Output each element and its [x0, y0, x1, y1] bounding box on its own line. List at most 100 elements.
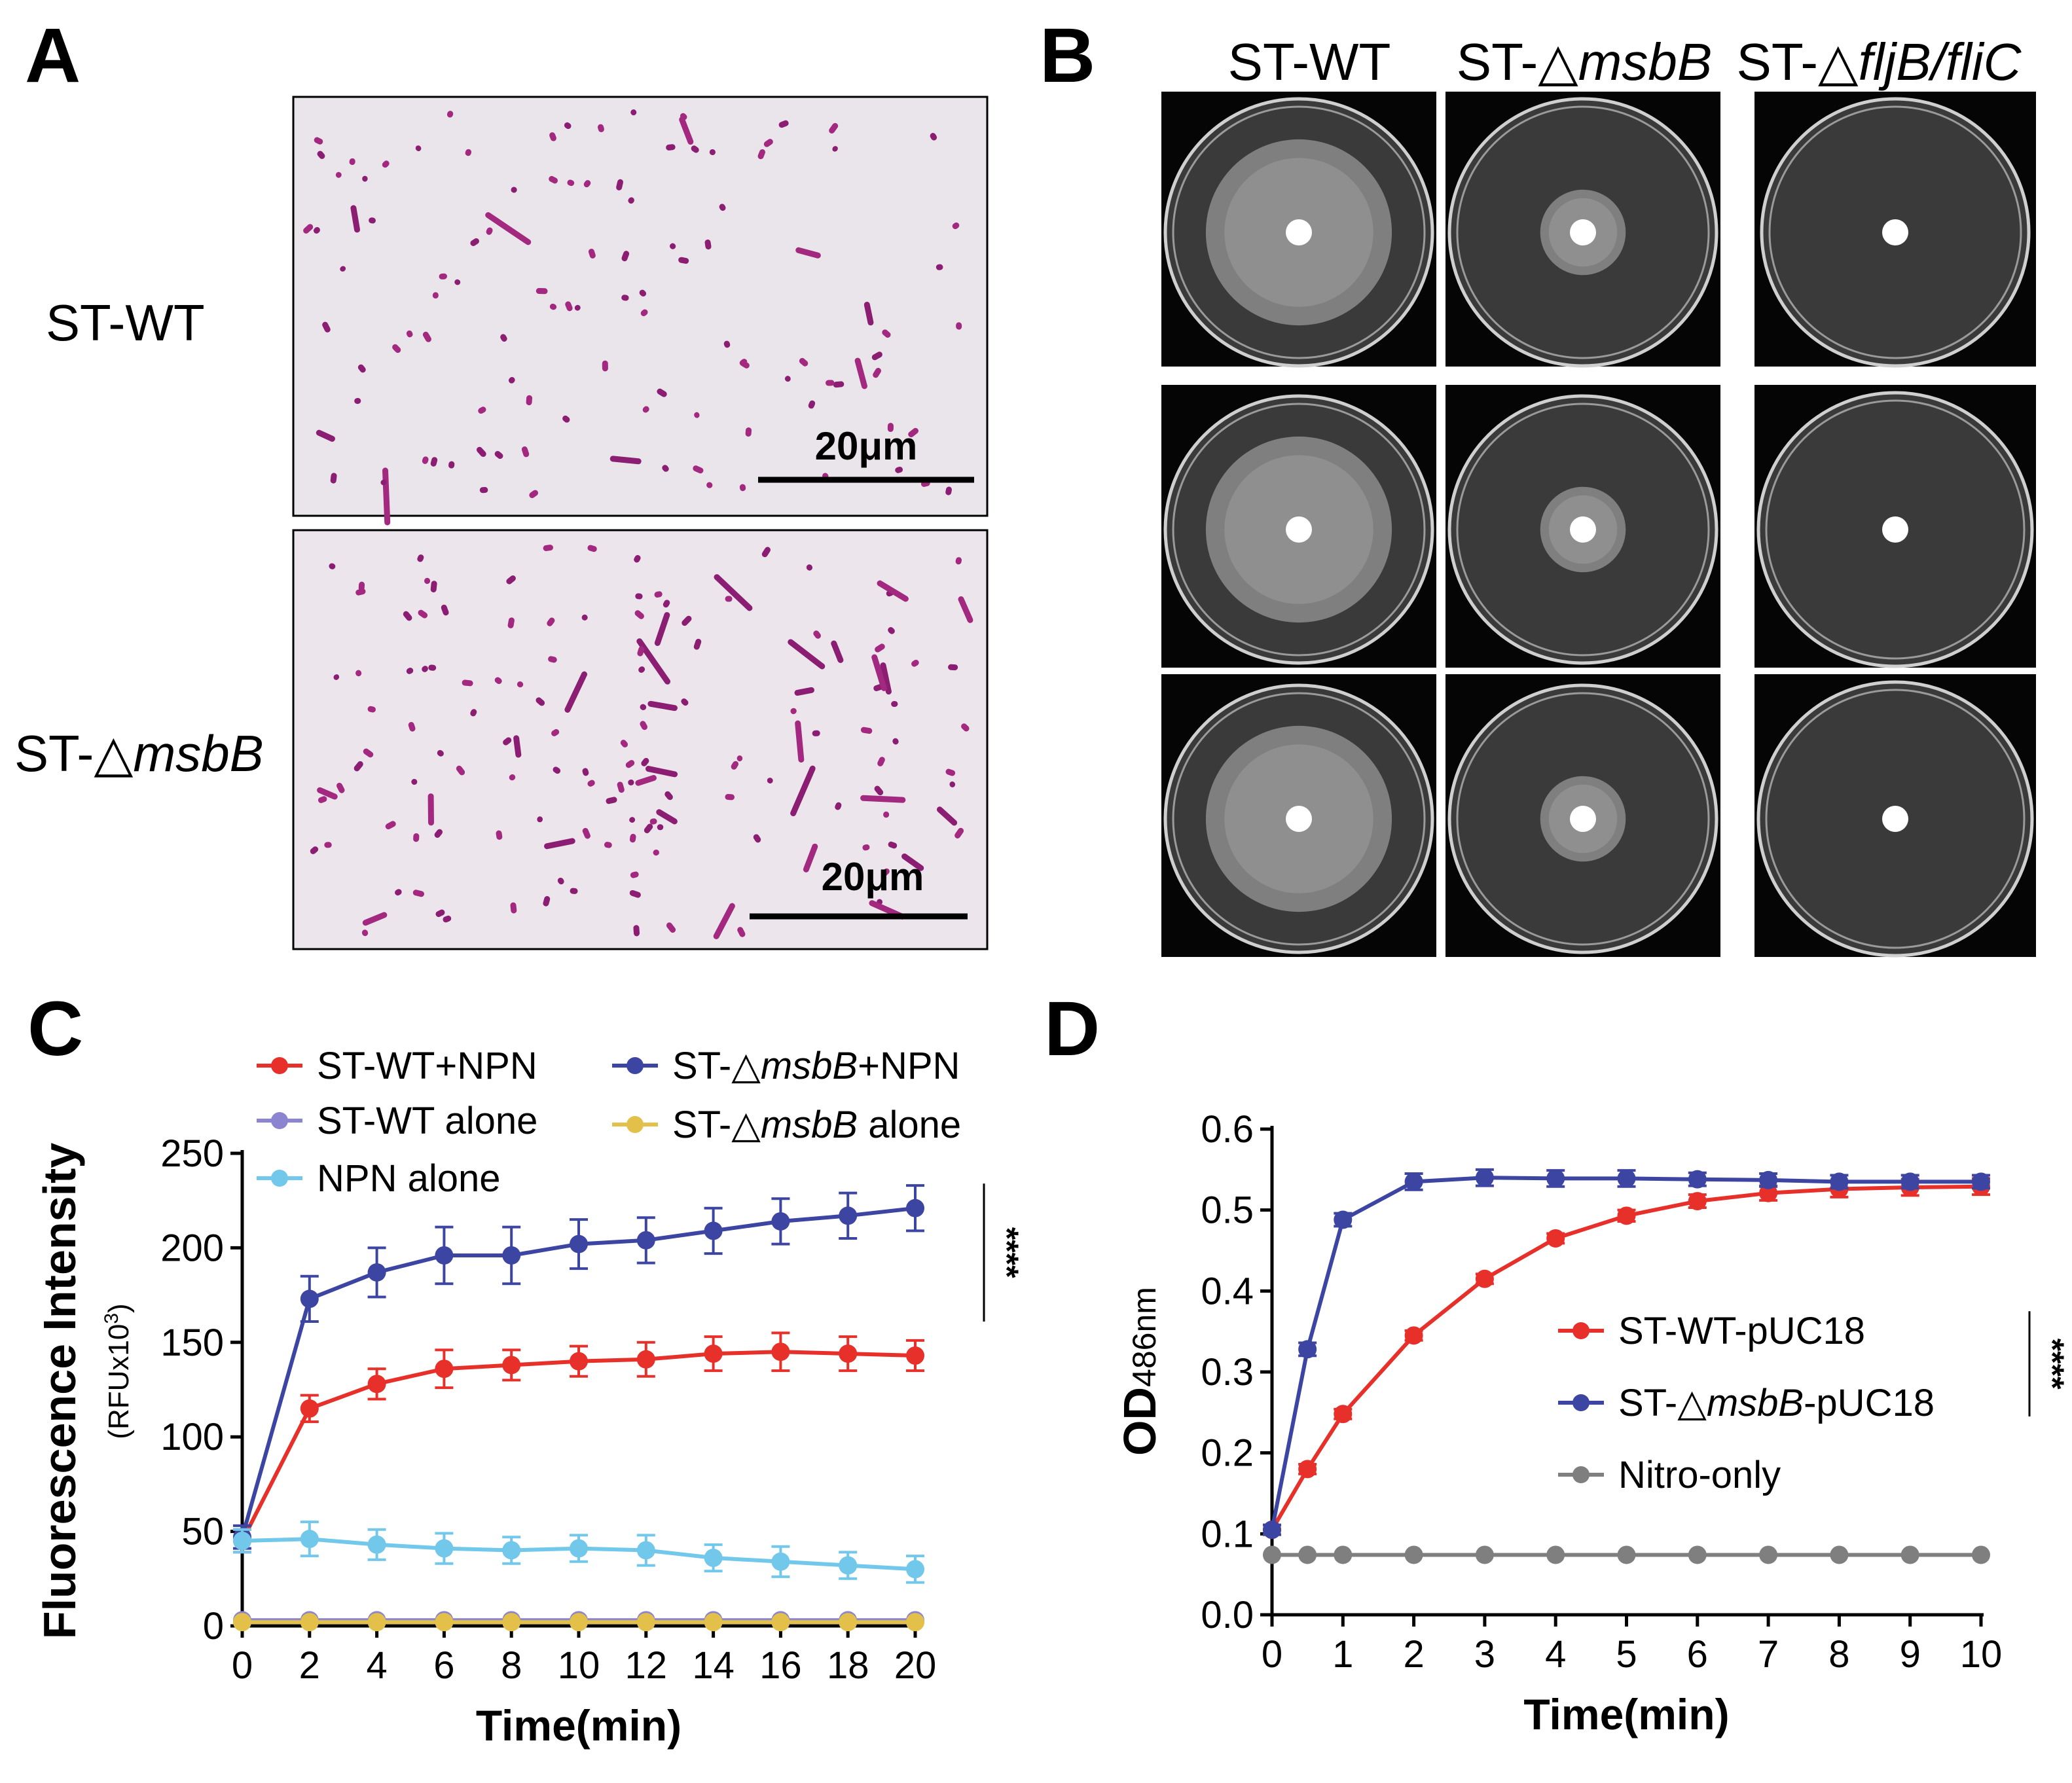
- bacterium: [788, 639, 826, 670]
- bacterium: [826, 380, 835, 386]
- bacterium: [314, 137, 323, 145]
- bacterium: [936, 806, 958, 826]
- bacterium: [908, 427, 918, 438]
- bacterium: [881, 868, 890, 876]
- data-point: [839, 1613, 858, 1632]
- bacterium: [949, 781, 956, 787]
- bacterium: [794, 687, 814, 696]
- data-point: [300, 1530, 319, 1549]
- data-point: [1972, 1172, 1990, 1191]
- bacterium: [693, 465, 704, 474]
- data-point: [1617, 1206, 1636, 1225]
- bacterium: [430, 581, 437, 593]
- bacterium: [616, 179, 624, 190]
- data-point: [771, 1613, 790, 1632]
- bacterium: [740, 359, 748, 365]
- petri-dish-inner-rim: [1456, 105, 1710, 359]
- data-point: [1688, 1545, 1707, 1564]
- bacterium: [645, 766, 678, 778]
- y-tick-label: 0.2: [1201, 1432, 1254, 1475]
- bacterium: [369, 217, 376, 224]
- bacterium: [635, 774, 657, 786]
- bacterium: [430, 457, 438, 467]
- bacterium: [549, 175, 558, 184]
- bacterium: [500, 334, 507, 342]
- petri-dish-inner-rim: [1765, 399, 2026, 660]
- bacterium: [349, 158, 355, 166]
- bacterium: [854, 357, 867, 389]
- bacterium: [862, 844, 870, 851]
- bacterium: [547, 617, 555, 626]
- bacterium: [860, 727, 873, 734]
- bacterium: [620, 740, 628, 747]
- bacterium: [362, 175, 368, 182]
- bacterium: [354, 398, 361, 405]
- data-point: [839, 1556, 858, 1575]
- bacterium: [496, 830, 503, 840]
- x-tick-label: 12: [625, 1644, 668, 1687]
- bacterium: [630, 109, 637, 116]
- bacterium: [629, 817, 636, 823]
- bacterium: [581, 614, 588, 621]
- bacterium: [506, 575, 516, 585]
- data-point: [233, 1532, 251, 1551]
- bacterium: [725, 794, 735, 801]
- data-point: [1688, 1170, 1707, 1189]
- x-tick-label: 18: [827, 1644, 869, 1687]
- bacterium: [832, 146, 838, 152]
- data-point: [1688, 1192, 1707, 1211]
- data-point: [1546, 1229, 1565, 1248]
- data-point: [367, 1613, 386, 1632]
- petri-dish-inner-rim: [1456, 692, 1710, 946]
- y-tick-label: 0: [203, 1605, 224, 1648]
- petri-dish-inner-rim: [1768, 105, 2022, 359]
- legend-label: NPN alone: [317, 1157, 500, 1200]
- bacterium: [583, 180, 591, 188]
- bacterium: [435, 909, 445, 917]
- bacterium: [422, 666, 428, 672]
- bacterium: [588, 249, 596, 259]
- data-point: [1617, 1169, 1636, 1188]
- data-point: [1759, 1170, 1778, 1189]
- data-point: [570, 1613, 588, 1632]
- bacterium: [642, 406, 649, 413]
- bacterium: [635, 593, 643, 600]
- data-point: [906, 1346, 924, 1365]
- bacterium: [462, 679, 473, 687]
- data-point: [570, 1234, 588, 1253]
- bacterium: [641, 757, 649, 766]
- bacterium: [723, 340, 731, 348]
- bacterium: [654, 591, 663, 598]
- bacterium: [570, 888, 578, 894]
- bacterium: [415, 145, 422, 151]
- bacterium: [873, 368, 881, 378]
- data-point: [771, 1212, 790, 1231]
- x-tick-label: 14: [692, 1644, 735, 1687]
- scale-bar-2-label: 20μm: [822, 855, 924, 899]
- legend-marker: [271, 1112, 288, 1129]
- bacterium: [954, 827, 964, 838]
- bacterium: [892, 738, 899, 745]
- y-tick-label: 150: [160, 1322, 224, 1364]
- bacterium: [767, 778, 773, 783]
- bacterium: [382, 160, 390, 168]
- panel-a: A ST-WT ST-△msbB 20μm 20μm: [14, 12, 989, 950]
- bacterium: [355, 670, 362, 677]
- bacterium: [553, 766, 561, 774]
- x-tick-label: 8: [1828, 1633, 1849, 1676]
- x-tick-label: 4: [1545, 1633, 1566, 1676]
- bacterium: [486, 227, 493, 235]
- bacterium: [408, 722, 416, 732]
- bacterium: [340, 266, 346, 272]
- bacterium: [911, 659, 919, 667]
- micrograph-st-wt: [292, 96, 989, 517]
- bacterium: [503, 737, 512, 746]
- bacterium: [434, 829, 443, 838]
- y-tick-label: 0.6: [1201, 1108, 1254, 1151]
- data-point: [300, 1289, 319, 1308]
- data-point: [839, 1206, 858, 1225]
- inoculation-spot: [1882, 516, 1908, 543]
- bacterium: [640, 309, 648, 317]
- legend-marker: [271, 1057, 288, 1074]
- data-point: [367, 1535, 386, 1554]
